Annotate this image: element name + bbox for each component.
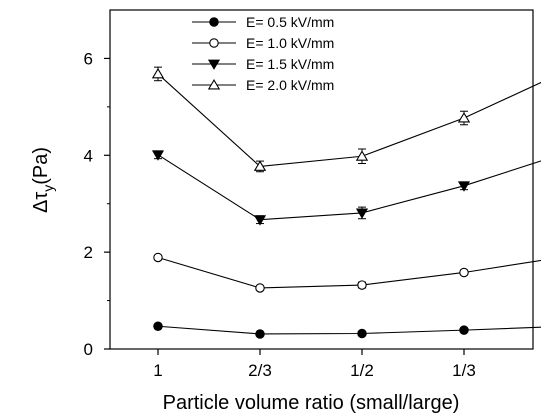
- y-axis-title-unit: (Pa): [30, 147, 52, 185]
- data-point: [355, 208, 369, 219]
- data-point: [253, 160, 267, 171]
- data-point: [457, 181, 471, 192]
- data-point: [255, 329, 265, 339]
- legend-entry-4: E= 2.0 kV/mm: [192, 77, 334, 93]
- series-line: [157, 325, 541, 335]
- y-axis-title: Δτy(Pa): [30, 147, 56, 213]
- legend: E= 0.5 kV/mm E= 1.0 kV/mm E= 1.5 kV/mm E= 2…: [192, 14, 334, 93]
- series-line: [157, 154, 541, 221]
- x-axis-title: Particle volume ratio (small/large): [163, 392, 460, 414]
- legend-entry-1: E= 0.5 kV/mm: [192, 14, 334, 30]
- legend-label: E= 0.5 kV/mm: [246, 14, 334, 30]
- svg-text:Δτy(Pa): Δτy(Pa): [30, 147, 56, 213]
- axis-ticks: 12/31/21/300246: [84, 49, 476, 380]
- data-point: [459, 267, 469, 278]
- y-tick-label: 0: [84, 340, 93, 359]
- y-axis-title-symbol: Δτ: [30, 192, 52, 213]
- series-1: [153, 321, 541, 339]
- x-tick-label: 2/3: [248, 361, 272, 380]
- data-point: [151, 67, 165, 79]
- y-axis-title-subscript: y: [40, 185, 56, 192]
- legend-marker: [207, 78, 221, 90]
- data-point: [253, 215, 267, 226]
- data-point: [151, 150, 165, 161]
- series-line: [157, 256, 541, 289]
- data-point: [459, 325, 469, 335]
- legend-label: E= 2.0 kV/mm: [246, 77, 334, 93]
- y-tick-label: 6: [84, 49, 93, 68]
- series-3: [151, 150, 541, 226]
- x-tick-label: 1/2: [350, 361, 374, 380]
- data-point: [357, 328, 367, 339]
- legend-label: E= 1.0 kV/mm: [246, 35, 334, 51]
- series-2: [153, 252, 541, 293]
- data-point: [153, 252, 163, 263]
- y-tick-label: 4: [84, 146, 93, 165]
- legend-marker: [209, 17, 219, 27]
- data-point: [355, 150, 369, 161]
- legend-entry-2: E= 1.0 kV/mm: [192, 35, 334, 51]
- legend-marker: [207, 59, 221, 70]
- x-tick-label: 1/3: [452, 361, 476, 380]
- legend-entry-3: E= 1.5 kV/mm: [192, 56, 334, 72]
- data-point: [255, 283, 265, 293]
- series-4: [151, 66, 541, 173]
- data-point: [357, 280, 367, 290]
- data-point: [153, 321, 163, 331]
- series-layer: [151, 66, 541, 339]
- x-tick-label: 1: [153, 361, 162, 380]
- data-point: [457, 111, 471, 123]
- legend-marker: [209, 38, 219, 48]
- y-tick-label: 2: [84, 243, 93, 262]
- legend-label: E= 1.5 kV/mm: [246, 56, 334, 72]
- plot-frame: [109, 9, 534, 350]
